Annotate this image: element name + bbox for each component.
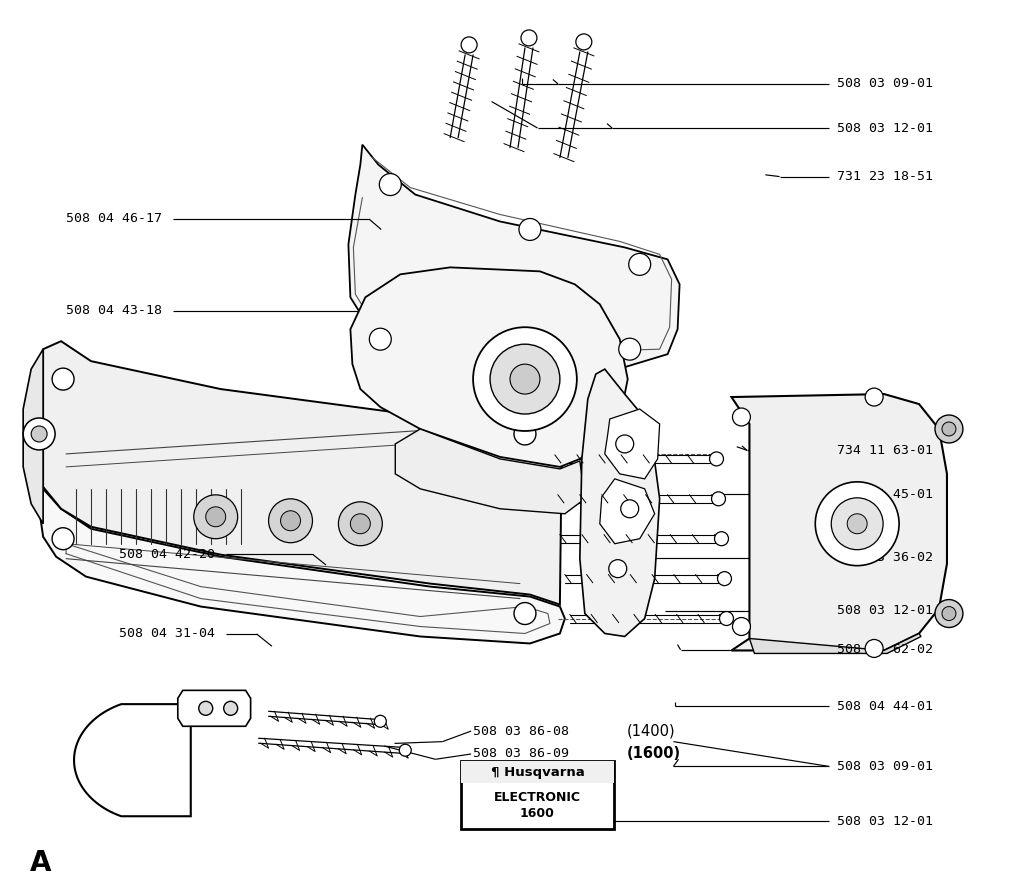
Circle shape — [461, 37, 477, 53]
Circle shape — [24, 418, 55, 450]
Text: 508 04 43-18: 508 04 43-18 — [66, 304, 162, 318]
Text: 508 03 12-01: 508 03 12-01 — [837, 604, 933, 618]
Text: 508 04 42-20: 508 04 42-20 — [119, 548, 215, 561]
Circle shape — [732, 618, 751, 635]
Circle shape — [935, 599, 963, 627]
Circle shape — [338, 502, 382, 546]
Circle shape — [514, 423, 536, 445]
Circle shape — [206, 507, 225, 527]
Circle shape — [865, 389, 883, 406]
Text: ELECTRONIC: ELECTRONIC — [494, 790, 581, 804]
Text: 508 04 46-17: 508 04 46-17 — [66, 212, 162, 226]
FancyBboxPatch shape — [461, 761, 613, 829]
Text: 508 03 36-02: 508 03 36-02 — [837, 551, 933, 565]
Circle shape — [615, 435, 634, 453]
Circle shape — [399, 744, 412, 756]
Circle shape — [629, 253, 650, 275]
Text: 508 03 86-09: 508 03 86-09 — [473, 748, 569, 760]
Text: (1400): (1400) — [627, 724, 675, 739]
Circle shape — [223, 701, 238, 715]
Circle shape — [375, 715, 386, 727]
Circle shape — [52, 527, 74, 550]
Text: 1600: 1600 — [520, 806, 555, 820]
Circle shape — [31, 426, 47, 442]
Text: 508 03 12-01: 508 03 12-01 — [837, 121, 933, 135]
Polygon shape — [605, 409, 659, 479]
Circle shape — [718, 572, 731, 586]
Circle shape — [514, 603, 536, 625]
Text: 508 03 86-08: 508 03 86-08 — [473, 725, 569, 737]
Polygon shape — [39, 489, 565, 643]
Text: 508 03 09-01: 508 03 09-01 — [837, 760, 933, 773]
Circle shape — [52, 368, 74, 390]
Circle shape — [350, 514, 371, 534]
Circle shape — [935, 415, 963, 443]
Circle shape — [473, 327, 577, 431]
FancyBboxPatch shape — [461, 761, 613, 783]
Circle shape — [815, 481, 899, 566]
Polygon shape — [24, 350, 43, 524]
Circle shape — [618, 338, 641, 360]
Circle shape — [370, 328, 391, 350]
Text: 734 11 63-01: 734 11 63-01 — [837, 443, 933, 457]
Circle shape — [732, 408, 751, 426]
Circle shape — [621, 500, 639, 518]
Text: 508 04 45-01: 508 04 45-01 — [837, 488, 933, 501]
Circle shape — [712, 492, 725, 506]
Text: ¶ Husqvarna: ¶ Husqvarna — [490, 766, 585, 779]
Circle shape — [521, 30, 537, 46]
Circle shape — [609, 559, 627, 578]
Polygon shape — [43, 342, 562, 604]
Circle shape — [710, 452, 724, 466]
Text: (1600): (1600) — [627, 746, 681, 761]
Text: 508 03 12-01: 508 03 12-01 — [837, 814, 933, 827]
Circle shape — [865, 640, 883, 658]
Circle shape — [942, 606, 956, 620]
Circle shape — [194, 495, 238, 539]
Text: 508 04 31-04: 508 04 31-04 — [119, 627, 215, 641]
Polygon shape — [348, 144, 680, 367]
Polygon shape — [395, 429, 585, 514]
Circle shape — [199, 701, 213, 715]
Circle shape — [268, 499, 312, 543]
Text: 508 04 44-01: 508 04 44-01 — [837, 700, 933, 712]
Text: A: A — [30, 850, 51, 877]
Polygon shape — [350, 267, 628, 467]
Circle shape — [575, 34, 592, 50]
Text: 508 03 09-01: 508 03 09-01 — [837, 77, 933, 90]
Polygon shape — [600, 479, 654, 543]
Circle shape — [847, 514, 867, 534]
Circle shape — [510, 364, 540, 394]
Circle shape — [519, 219, 541, 241]
Circle shape — [281, 511, 300, 531]
Circle shape — [379, 173, 401, 196]
Circle shape — [942, 422, 956, 436]
Polygon shape — [750, 634, 921, 653]
Polygon shape — [74, 704, 190, 816]
Circle shape — [831, 498, 883, 550]
Circle shape — [715, 532, 728, 546]
Polygon shape — [178, 690, 251, 727]
Polygon shape — [580, 369, 659, 636]
Circle shape — [490, 344, 560, 414]
Text: 508 04 62-02: 508 04 62-02 — [837, 643, 933, 657]
Text: 731 23 18-51: 731 23 18-51 — [837, 170, 933, 183]
Circle shape — [720, 612, 733, 626]
Polygon shape — [731, 394, 947, 650]
